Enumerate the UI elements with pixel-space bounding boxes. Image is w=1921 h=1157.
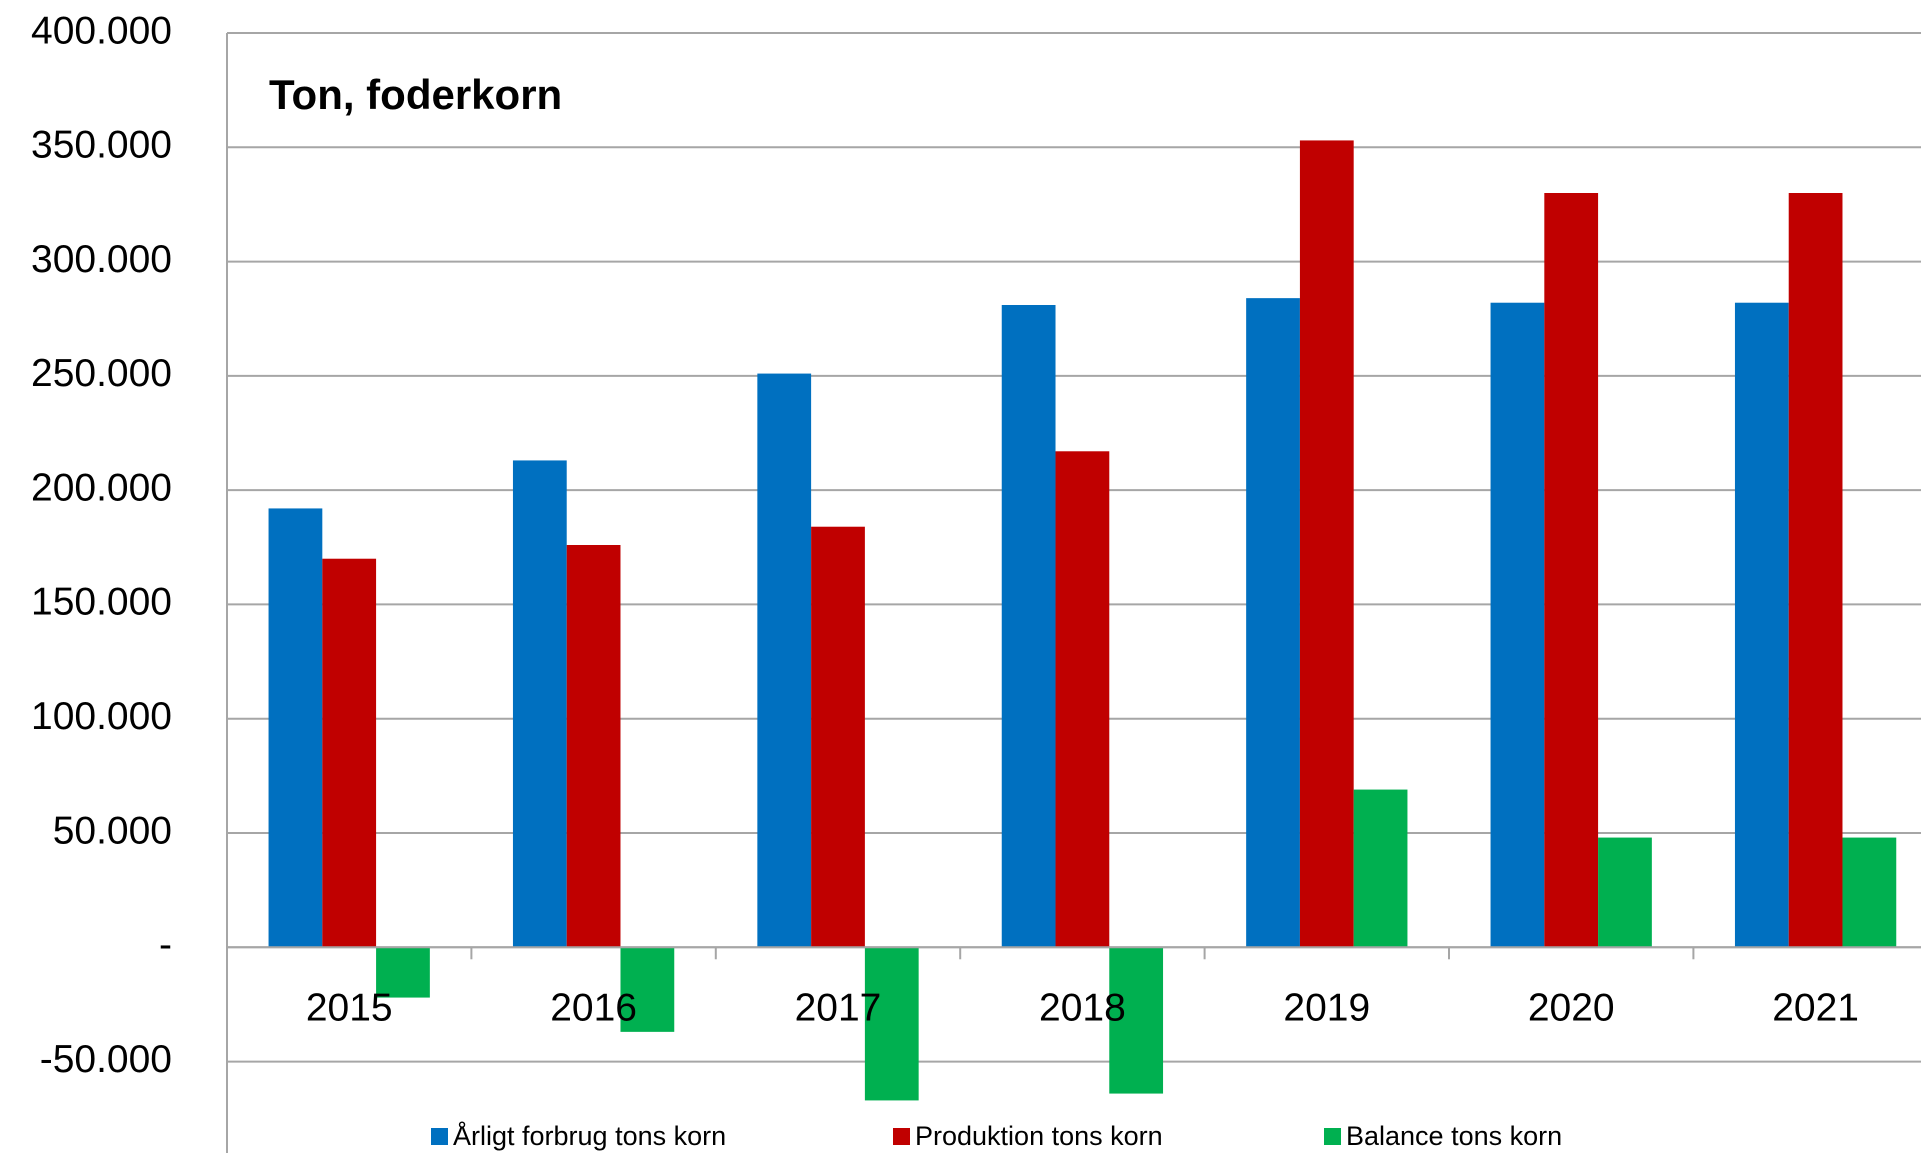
bar — [1055, 451, 1110, 948]
bar — [268, 508, 323, 948]
y-tick-label: 300.000 — [31, 238, 172, 281]
bar — [864, 947, 919, 1101]
legend-label: Produktion tons korn — [915, 1121, 1163, 1151]
bar — [811, 526, 865, 948]
y-tick-label: - — [159, 924, 172, 967]
bar — [1299, 140, 1354, 948]
y-tick-label: 250.000 — [31, 352, 172, 395]
bar — [620, 947, 675, 1032]
bar — [1598, 837, 1652, 948]
y-tick-label: 200.000 — [31, 466, 172, 509]
legend-swatch — [1324, 1128, 1341, 1145]
y-tick-label: 400.000 — [31, 9, 172, 52]
bar — [757, 373, 812, 948]
bar — [512, 460, 567, 948]
bar — [1353, 789, 1408, 948]
bar — [1544, 193, 1599, 948]
chart-title: Ton, foderkorn — [269, 71, 562, 118]
bar — [566, 545, 621, 948]
bar — [1788, 193, 1843, 948]
bar — [1734, 302, 1789, 948]
y-tick-label: 150.000 — [31, 581, 172, 624]
bar — [1246, 298, 1300, 948]
y-tick-label: 50.000 — [53, 809, 172, 852]
bar — [376, 947, 430, 998]
bar — [1490, 302, 1545, 948]
bar — [1842, 837, 1897, 948]
legend-swatch — [431, 1128, 448, 1145]
legend-label: Årligt forbrug tons korn — [453, 1120, 726, 1151]
bar — [322, 558, 377, 948]
bar — [1001, 305, 1056, 948]
legend-swatch — [893, 1128, 910, 1145]
y-tick-label: 350.000 — [31, 124, 172, 167]
y-tick-label: -50.000 — [40, 1038, 172, 1081]
x-tick-label: 2016 — [550, 986, 637, 1029]
x-tick-label: 2021 — [1772, 986, 1859, 1029]
x-tick-label: 2019 — [1283, 986, 1370, 1029]
bar — [1109, 947, 1164, 1094]
x-tick-label: 2015 — [306, 986, 393, 1029]
x-tick-label: 2020 — [1528, 986, 1615, 1029]
x-tick-label: 2018 — [1039, 986, 1126, 1029]
y-tick-label: 100.000 — [31, 695, 172, 738]
legend-label: Balance tons korn — [1346, 1121, 1562, 1151]
x-tick-label: 2017 — [795, 986, 882, 1029]
